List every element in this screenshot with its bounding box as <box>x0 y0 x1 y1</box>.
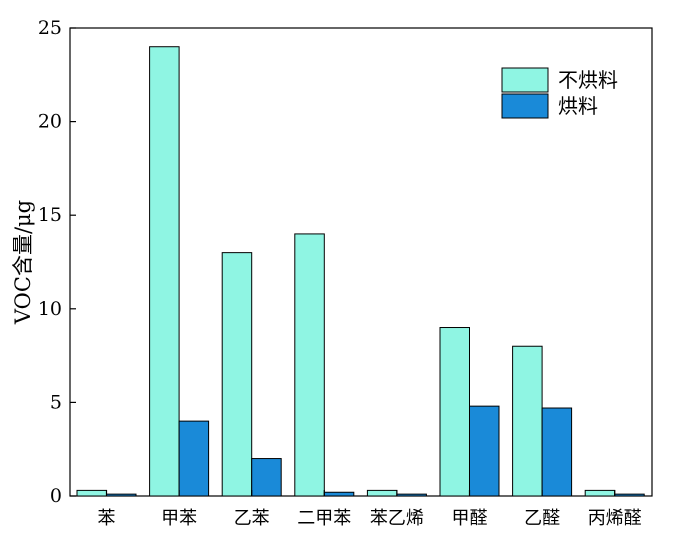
x-tick-label: 苯乙烯 <box>370 508 424 529</box>
bar-unbaked-6 <box>512 345 543 497</box>
y-tick-label: 15 <box>38 204 62 226</box>
x-tick-label: 乙苯 <box>234 508 270 529</box>
bar-unbaked-7 <box>584 489 616 497</box>
bar-baked-0 <box>106 493 137 497</box>
legend-swatch <box>501 93 549 119</box>
bar-baked-4 <box>396 493 427 497</box>
x-tick-label: 甲醛 <box>452 508 488 529</box>
bars-layer <box>76 46 645 497</box>
x-tick-label: 乙醛 <box>524 508 560 529</box>
bar-baked-5 <box>469 405 500 497</box>
bar-unbaked-4 <box>366 489 398 497</box>
legend-swatch <box>501 67 549 93</box>
x-tick-label: 苯 <box>98 508 116 529</box>
x-axis-ticks: 苯 甲苯 乙苯 二甲苯 苯乙烯 甲醛 乙醛 丙烯醛 <box>98 490 642 529</box>
bar-baked-6 <box>541 407 573 497</box>
x-tick-label: 甲苯 <box>161 508 197 529</box>
y-axis-label: VOC含量/μg <box>11 200 35 325</box>
y-axis-ticks: 0 5 10 15 20 25 <box>38 17 76 507</box>
y-tick-label: 10 <box>38 298 62 320</box>
legend-label: 烘料 <box>558 94 598 118</box>
bar-unbaked-3 <box>294 233 325 497</box>
y-tick-label: 0 <box>50 485 62 507</box>
x-tick-label: 二甲苯 <box>297 508 351 529</box>
bar-baked-7 <box>614 493 645 497</box>
bar-unbaked-0 <box>76 489 107 497</box>
x-tick-label: 丙烯醛 <box>588 508 642 529</box>
bar-baked-2 <box>251 458 282 497</box>
y-tick-label: 5 <box>50 391 62 413</box>
legend-label: 不烘料 <box>558 68 618 92</box>
y-tick-label: 20 <box>38 111 62 133</box>
bar-baked-1 <box>178 420 210 497</box>
plot-frame <box>69 27 653 497</box>
bar-unbaked-2 <box>221 252 253 497</box>
bar-baked-3 <box>323 491 355 497</box>
bar-unbaked-1 <box>149 46 180 497</box>
bar-unbaked-5 <box>439 327 470 497</box>
y-tick-label: 25 <box>38 17 62 39</box>
